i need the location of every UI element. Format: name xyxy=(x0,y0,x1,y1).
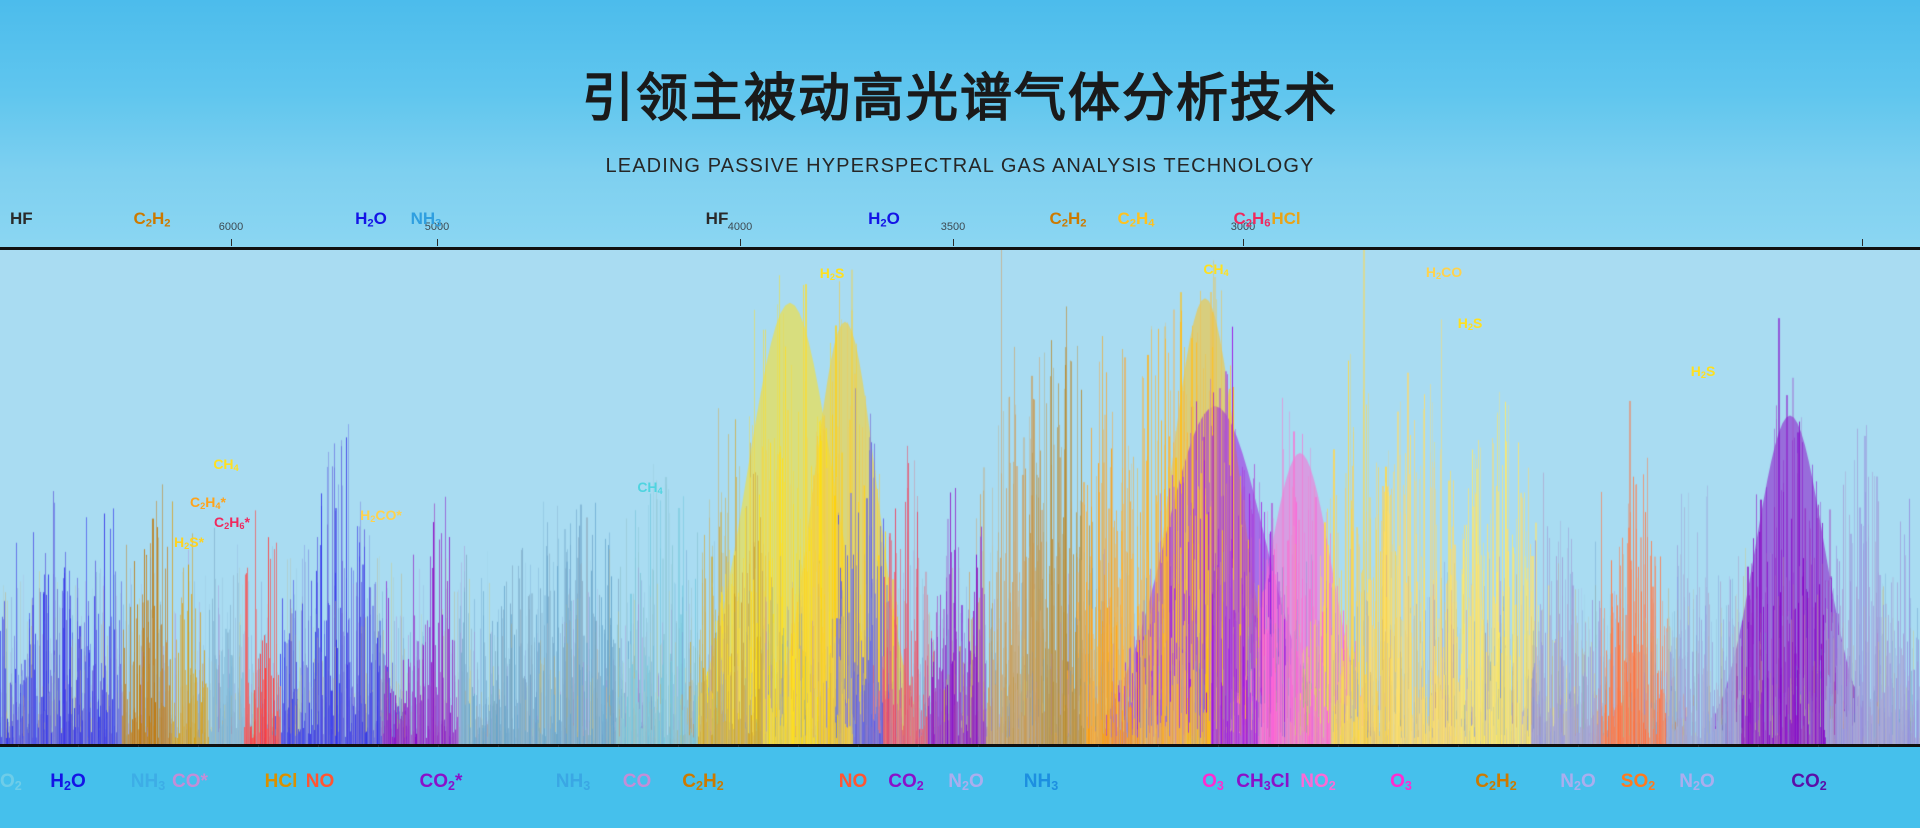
inplot-gas-label: CH4 xyxy=(637,479,663,497)
bottom-gas-label: CO2 xyxy=(1791,771,1827,793)
top-tick-label: 5000 xyxy=(424,221,450,233)
bottom-gas-label: NH3 xyxy=(1023,771,1059,793)
bottom-gas-label: N2O xyxy=(948,771,984,793)
page-subtitle: LEADING PASSIVE HYPERSPECTRAL GAS ANALYS… xyxy=(605,155,1315,177)
top-tick-mark xyxy=(1243,239,1244,246)
bottom-gas-label: O3 xyxy=(1390,771,1412,793)
bottom-gas-label: NO xyxy=(838,771,868,792)
top-tick-mark xyxy=(1862,239,1863,246)
top-tick-label: 6000 xyxy=(218,221,244,233)
inplot-gas-label: H2CO xyxy=(1425,264,1463,282)
top-gas-label: H2O xyxy=(355,209,387,230)
inplot-gas-label: C2H4* xyxy=(190,494,226,512)
bottom-gas-label: SO2 xyxy=(1620,771,1656,793)
top-tick-label: 3000 xyxy=(1230,221,1256,233)
bottom-gas-label: HCl xyxy=(264,771,298,792)
top-tick-mark xyxy=(231,239,232,246)
bottom-gas-label: N2O xyxy=(1679,771,1715,793)
inplot-gas-label: CH4 xyxy=(1203,261,1229,279)
inplot-gas-label: H2S xyxy=(1690,363,1716,381)
top-tick-mark xyxy=(437,239,438,246)
bottom-gas-label: NO xyxy=(305,771,335,792)
top-gas-label: HCl xyxy=(1271,209,1301,228)
inplot-gas-label: H2S* xyxy=(173,534,205,552)
bottom-gas-label: C2H2 xyxy=(682,771,724,793)
bottom-gas-label: CO2* xyxy=(419,771,463,793)
bottom-gas-label: C2H2 xyxy=(1475,771,1517,793)
bottom-gas-label: CO* xyxy=(172,771,208,792)
top-gas-label: HF xyxy=(10,209,33,228)
inplot-gas-label: CH4 xyxy=(213,456,239,474)
bottom-gas-label: N2O xyxy=(1560,771,1596,793)
top-axis: 6000 5000 4000 3500 3000 xyxy=(0,221,1920,250)
bottom-gas-label: CH3Cl xyxy=(1236,771,1290,793)
inplot-gas-label: C2H6* xyxy=(214,514,250,532)
spectrum-plot: CH4 C2H4* C2H6* H2S* H2CO* CH4 H2S CH4 H2CO H2S H2… xyxy=(0,250,1920,744)
bottom-gas-label: O2 xyxy=(0,771,22,793)
top-gas-label: NH3 xyxy=(410,209,442,230)
top-gas-label: C2H2 xyxy=(133,209,171,230)
inplot-gas-label: H2S xyxy=(1457,315,1483,333)
footer-band: O2 H2O NH3 CO* HCl NO CO2* NH3 CO C2H2 NO CO2 N2O NH3… xyxy=(0,747,1920,828)
top-gas-label: C2H2 xyxy=(1049,209,1087,230)
bottom-gas-label: NH3 xyxy=(555,771,591,793)
top-gas-label: HF xyxy=(705,209,729,228)
bottom-gas-label: CO xyxy=(622,771,652,792)
inplot-gas-label: H2S xyxy=(819,265,845,283)
header-band: 引领主被动高光谱气体分析技术 LEADING PASSIVE HYPERSPEC… xyxy=(0,0,1920,248)
page-title: 引领主被动高光谱气体分析技术 xyxy=(581,69,1338,129)
top-tick-label: 4000 xyxy=(727,221,753,233)
bottom-gas-label: NO2 xyxy=(1300,771,1336,793)
inplot-gas-label: H2CO* xyxy=(360,507,402,525)
top-tick-label: 3500 xyxy=(940,221,966,233)
top-gas-label: H2O xyxy=(868,209,900,230)
top-tick-mark xyxy=(953,239,954,246)
top-gas-label: C2H6 xyxy=(1233,209,1271,230)
bottom-gas-label: H2O xyxy=(50,771,86,793)
bottom-gas-label: NH3 xyxy=(130,771,166,793)
spectrum-canvas xyxy=(0,250,1920,744)
top-tick-mark xyxy=(740,239,741,246)
bottom-gas-label: CO2 xyxy=(888,771,924,793)
top-gas-label: C2H4 xyxy=(1117,209,1155,230)
bottom-gas-label: O3 xyxy=(1202,771,1224,793)
